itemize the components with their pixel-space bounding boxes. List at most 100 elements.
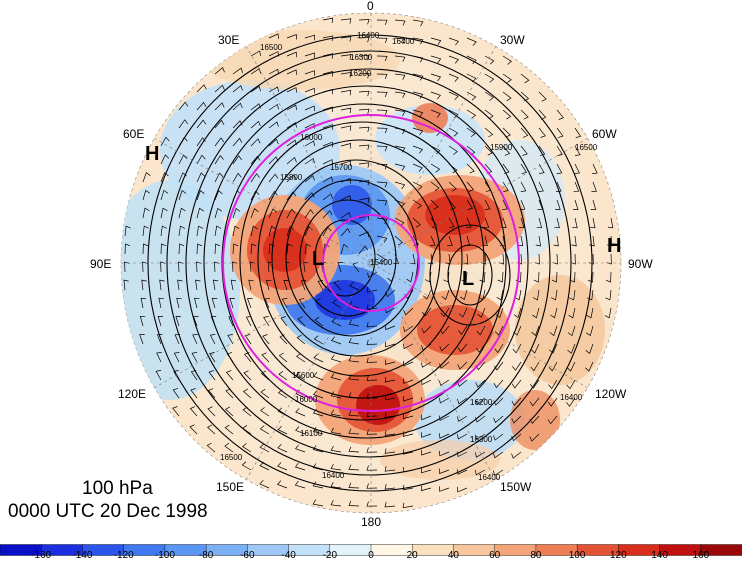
wind-barb [412,199,422,209]
valid-time-title: 0000 UTC 20 Dec 1998 [8,501,208,522]
colorbar [0,544,742,556]
colorbar-tick-label: 140 [651,550,668,561]
wind-barb [304,175,315,183]
wind-barb [511,415,522,424]
wind-barb [175,316,181,327]
wind-barb [538,145,546,156]
high-pressure-marker: H [607,235,621,257]
wind-barb [322,71,334,77]
wind-barb [493,433,504,441]
wind-barb [457,343,468,353]
wind-barb [412,19,424,27]
wind-barb [139,316,146,327]
wind-barb [322,124,333,130]
colorbar-tick-label: 60 [489,550,501,561]
wind-barb [476,343,486,353]
wind-barb [209,334,216,345]
wind-barb [421,379,432,386]
wind-barb [295,408,306,417]
meridian-label-150e: 150E [216,480,244,494]
wind-barb [124,225,131,237]
wind-barb [466,91,477,101]
wind-barb [511,397,522,406]
wind-barb [548,361,558,372]
wind-barb [556,145,563,156]
wind-barb [211,298,218,309]
wind-barb [493,415,504,424]
wind-barb [412,163,423,172]
wind-barb [479,271,486,283]
wind-barb [574,145,581,156]
wind-barb [529,397,540,407]
wind-barb [592,163,598,174]
wind-barb [304,209,314,219]
colorbar-tick-label: 120 [609,550,627,561]
wind-barb [430,181,440,192]
wind-barb [141,279,147,291]
wind-barb [512,361,522,371]
colorbar-tick-label: 20 [406,550,418,561]
wind-barb [484,91,494,101]
wind-barb [466,55,477,65]
wind-barb [403,307,414,316]
contour-label: 16400 [392,37,415,46]
wind-barb [502,199,508,210]
wind-barb [403,395,414,402]
wind-barb [556,109,564,120]
wind-barb [448,109,459,119]
wind-barb [548,379,558,390]
wind-barb [406,271,414,283]
wind-barb [312,499,324,507]
wind-barb [421,414,432,421]
wind-barb [466,127,476,137]
wind-barb [511,379,522,389]
wind-barb [448,37,459,46]
contour-label: 15900 [490,143,513,152]
wind-barb [268,68,279,75]
wind-barb [555,181,562,192]
wind-barb [298,298,306,309]
wind-barb [403,378,414,384]
wind-barb [304,192,315,201]
contour-label: 16400 [560,393,583,402]
wind-barb [340,125,352,131]
wind-barb [277,425,288,435]
wind-barb [394,91,406,99]
wind-barb [322,176,333,183]
meridian-label-120w: 120W [595,387,627,401]
wind-barb [286,33,297,40]
wind-barb [337,262,344,273]
wind-barb [475,433,486,441]
wind-barb [556,163,563,174]
colorbar-tick-label: -80 [198,550,214,561]
wind-barb [402,449,414,455]
wind-barb [475,469,486,476]
wind-barb [286,122,297,129]
wind-barb [265,279,272,291]
wind-barb [268,138,279,147]
wind-barb [214,84,225,93]
wind-barb [533,271,540,283]
wind-barb [159,279,165,291]
wind-barb [439,433,450,439]
wind-barb [242,388,252,399]
wind-barb [189,406,198,417]
colorbar-swatch [700,544,742,556]
wind-barb [322,106,333,113]
wind-barb [547,415,558,425]
wind-barb [412,127,424,136]
wind-barb [466,109,477,119]
wind-barb [259,479,270,489]
wind-barb [348,500,360,507]
wind-barb [331,336,342,345]
wind-barb [536,217,543,229]
wind-barb [358,162,370,168]
wind-barb [304,34,315,41]
wind-barb [268,173,279,183]
contour-label: 16400 [478,473,501,482]
wind-barb [277,480,288,489]
contour-label: 16000 [300,133,323,142]
wind-barb [402,502,414,509]
wind-barb [196,84,207,93]
wind-barb [484,55,495,65]
